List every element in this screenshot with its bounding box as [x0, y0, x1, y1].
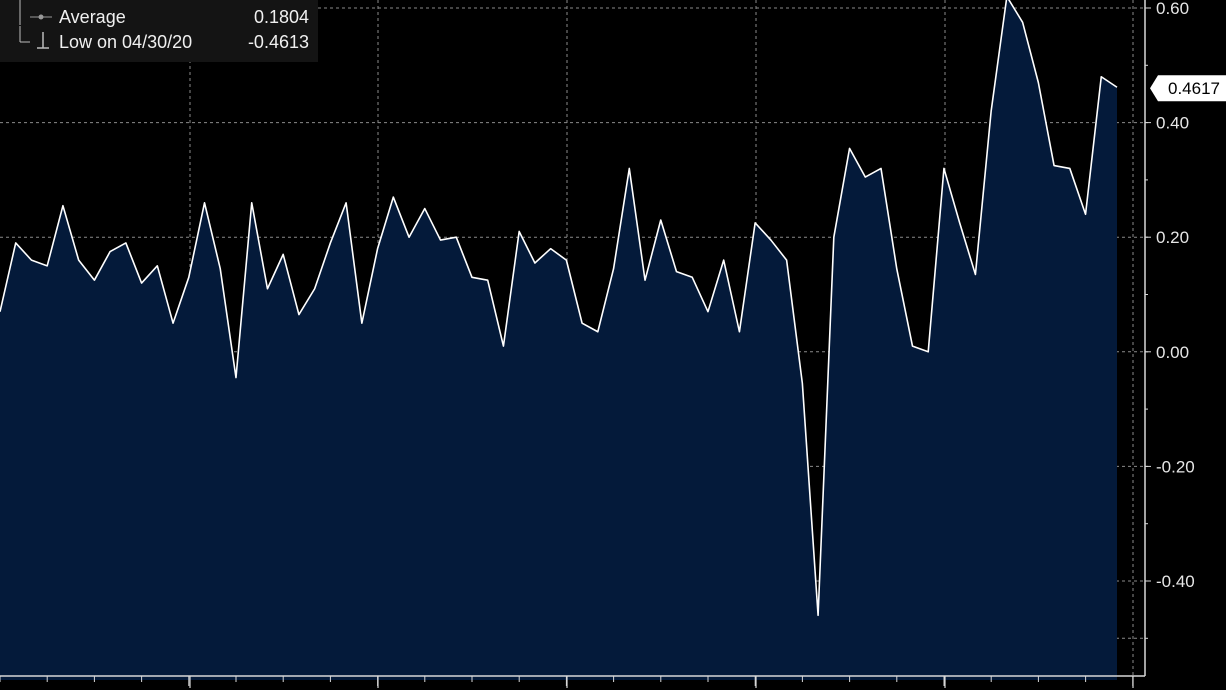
- y-tick-label: -0.20: [1156, 457, 1195, 476]
- series-line: [0, 0, 1118, 617]
- y-tick-label: 0.20: [1156, 228, 1189, 247]
- last-value-badge-group: 0.4617: [1150, 75, 1226, 102]
- y-tick-label: -0.40: [1156, 572, 1195, 591]
- y-tick-label: 0.60: [1156, 0, 1189, 18]
- legend-label: Average: [59, 7, 126, 27]
- legend-label: Low on 04/30/20: [59, 32, 192, 52]
- y-tick-label: 0.00: [1156, 343, 1189, 362]
- average-dot-icon: [38, 14, 44, 20]
- legend-item: Average 0.1804: [19, 7, 309, 27]
- area-fill: [0, 0, 1117, 680]
- legend-value: 0.1804: [254, 7, 309, 27]
- legend-item: Low on 04/30/20 -0.4613: [19, 26, 309, 52]
- y-tick-label: 0.40: [1156, 114, 1189, 133]
- area-layer: [0, 0, 1118, 680]
- legend-value: -0.4613: [248, 32, 309, 52]
- axis-layer: 0.60 0.40 0.20 0.00 -0.20 -0.40: [0, 0, 1195, 688]
- legend-background: [0, 0, 318, 62]
- legend: Average 0.1804 Low on 04/30/20 -0.4613: [0, 0, 318, 62]
- last-value-badge: [1150, 75, 1226, 102]
- last-value-badge-text: 0.4617: [1168, 79, 1220, 98]
